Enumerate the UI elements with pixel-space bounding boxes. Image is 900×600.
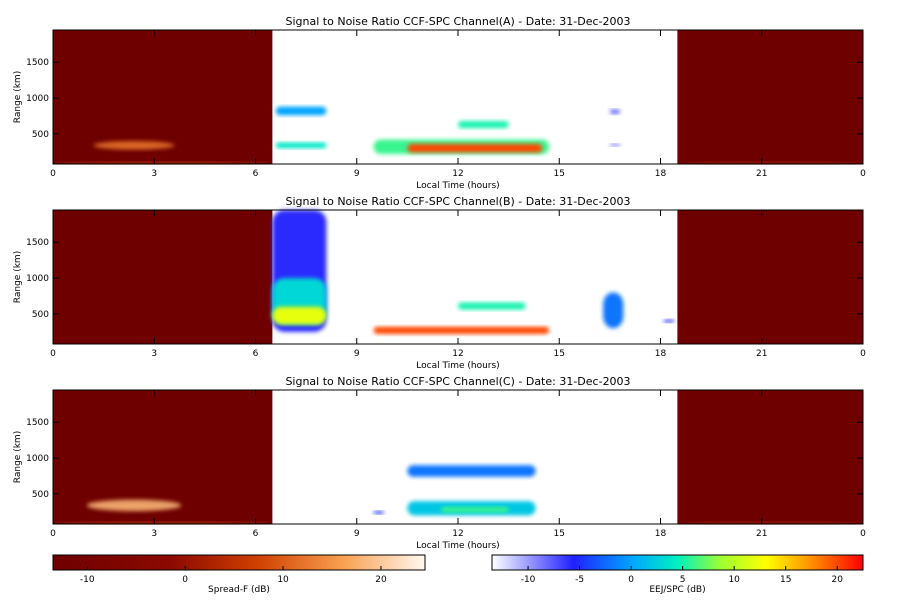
x-tick-label: 18: [655, 169, 667, 179]
x-tick-label: 3: [151, 349, 157, 359]
eej-spc-echo: [458, 302, 526, 310]
eej-spc-echo: [609, 109, 620, 114]
colorbar-tick-label: -10: [521, 575, 536, 585]
x-tick-label: 3: [151, 169, 157, 179]
y-tick-label: 500: [32, 310, 49, 320]
colorbar-gradient: [491, 554, 864, 571]
x-tick-label: 18: [655, 349, 667, 359]
colorbar-label: Spread-F (dB): [208, 585, 270, 595]
snr-panel-1: Signal to Noise Ratio CCF-SPC Channel(A)…: [13, 15, 866, 191]
x-tick-label: 18: [655, 529, 667, 539]
x-tick-label: 3: [151, 529, 157, 539]
eej-spc-echo: [663, 319, 674, 323]
spread-f-echo: [86, 499, 182, 512]
eej-spc-echo: [272, 306, 327, 325]
eej-spc-echo: [407, 143, 543, 153]
snr-panel-2: Signal to Noise Ratio CCF-SPC Channel(B)…: [13, 195, 866, 371]
x-tick-label: 0: [50, 349, 56, 359]
colorbar-tick-label: 15: [780, 575, 791, 585]
night-spread-f-region: [677, 390, 863, 524]
x-tick-label: 0: [860, 169, 866, 179]
x-tick-label: 0: [860, 349, 866, 359]
night-spread-f-region: [53, 210, 273, 344]
colorbar-tick-label: 0: [628, 575, 634, 585]
x-tick-label: 6: [253, 349, 259, 359]
eej-spc-echo: [373, 326, 550, 334]
eej-spc-echo: [373, 511, 384, 514]
night-spread-f-region: [677, 30, 863, 164]
colorbar-gradient: [52, 554, 426, 571]
colorbar-tick-label: 10: [728, 575, 740, 585]
x-axis-label: Local Time (hours): [416, 541, 499, 551]
x-tick-label: 21: [756, 169, 767, 179]
colorbar-tick-label: -5: [575, 575, 584, 585]
panel-title: Signal to Noise Ratio CCF-SPC Channel(B)…: [286, 195, 631, 208]
eej-spc-echo: [441, 506, 509, 513]
x-axis-label: Local Time (hours): [416, 361, 499, 371]
colorbar-heat: -10 0 10 20 Spread-F (dB): [52, 554, 426, 595]
x-tick-label: 21: [756, 349, 767, 359]
colorbar-tick-label: 10: [277, 575, 289, 585]
eej-spc-echo: [609, 143, 620, 147]
x-tick-label: 12: [452, 529, 463, 539]
colorbar-tick-label: 5: [680, 575, 686, 585]
x-tick-label: 12: [452, 349, 463, 359]
colorbar-tick-label: -10: [80, 575, 95, 585]
x-tick-label: 9: [354, 169, 360, 179]
spread-f-echo: [93, 141, 175, 150]
y-tick-label: 1000: [26, 454, 49, 464]
x-tick-label: 0: [860, 529, 866, 539]
x-tick-label: 15: [554, 529, 565, 539]
x-tick-label: 6: [253, 529, 259, 539]
x-tick-label: 0: [50, 169, 56, 179]
y-tick-label: 1500: [26, 238, 49, 248]
eej-spc-echo: [603, 292, 624, 329]
y-tick-label: 1000: [26, 94, 49, 104]
colorbar-tick-label: 20: [832, 575, 844, 585]
spread-f-echo: [677, 161, 863, 165]
y-axis-label: Range (km): [13, 251, 23, 303]
x-tick-label: 15: [554, 169, 565, 179]
eej-spc-echo: [275, 106, 327, 116]
x-tick-label: 9: [354, 349, 360, 359]
colorbar-label: EEJ/SPC (dB): [649, 585, 705, 595]
x-tick-label: 15: [554, 349, 565, 359]
night-spread-f-region: [53, 30, 273, 164]
night-spread-f-region: [677, 210, 863, 344]
y-axis-label: Range (km): [13, 431, 23, 483]
eej-spc-echo: [458, 121, 509, 129]
x-tick-label: 9: [354, 529, 360, 539]
y-axis-label: Range (km): [13, 71, 23, 123]
snr-panel-3: Signal to Noise Ratio CCF-SPC Channel(C)…: [13, 375, 866, 551]
colorbar-tick-label: 20: [375, 575, 387, 585]
colorbar-tick-label: 0: [182, 575, 188, 585]
x-tick-label: 21: [756, 529, 767, 539]
eej-spc-echo: [275, 142, 327, 149]
x-tick-label: 12: [452, 169, 463, 179]
colorbar-rainbow: -10 -5 0 5 10 15 20 EEJ/SPC (dB): [491, 554, 864, 595]
y-tick-label: 1000: [26, 274, 49, 284]
y-tick-label: 1500: [26, 58, 49, 68]
panel-title: Signal to Noise Ratio CCF-SPC Channel(C)…: [285, 375, 630, 388]
eej-spc-echo: [407, 465, 536, 477]
spread-f-echo: [53, 161, 273, 165]
spread-f-echo: [677, 521, 863, 524]
spread-f-echo: [53, 521, 273, 524]
y-tick-label: 1500: [26, 418, 49, 428]
y-tick-label: 500: [32, 130, 49, 140]
x-tick-label: 0: [50, 529, 56, 539]
x-axis-label: Local Time (hours): [416, 181, 499, 191]
y-tick-label: 500: [32, 490, 49, 500]
panel-title: Signal to Noise Ratio CCF-SPC Channel(A)…: [286, 15, 631, 28]
x-tick-label: 6: [253, 169, 259, 179]
